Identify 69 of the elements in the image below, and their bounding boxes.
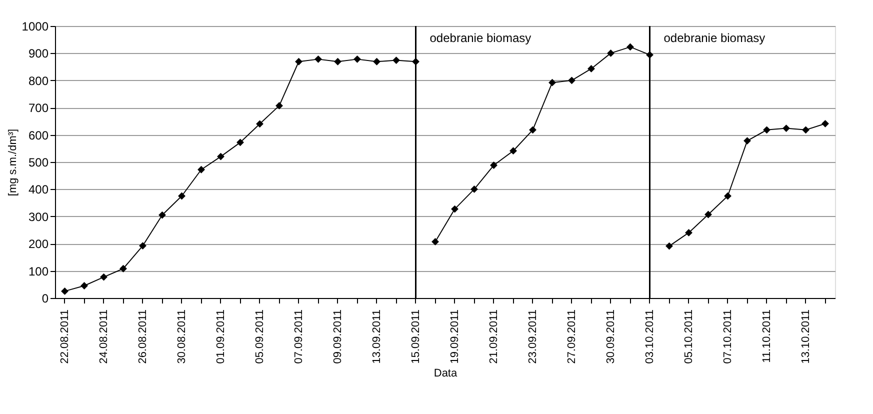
x-tick-label: 11.10.2011 [760, 310, 773, 363]
point [802, 126, 810, 134]
point [120, 264, 127, 272]
x-tick-label: 05.09.2011 [254, 310, 266, 364]
point [276, 102, 283, 110]
ref-line-label: odebranie biomasy [664, 31, 766, 45]
ref-line-label: odebranie biomasy [430, 31, 532, 45]
y-tick-label: 700 [28, 101, 49, 116]
y-tick-label: 800 [28, 74, 49, 88]
x-tick-label: 27.09.2011 [566, 310, 578, 364]
x-tick-label: 09.09.2011 [332, 310, 344, 364]
x-axis-title: Data [434, 368, 458, 380]
point [763, 126, 770, 134]
x-tick-label: 13.10.2011 [800, 310, 812, 364]
point [510, 147, 517, 155]
point [100, 273, 108, 281]
point [295, 58, 302, 66]
y-axis-title: [mg s.m./dm³] [6, 128, 19, 196]
x-tick-label: 15.09.2011 [410, 310, 422, 364]
point [432, 238, 439, 246]
point [626, 43, 634, 51]
point [490, 162, 498, 169]
point [198, 166, 205, 174]
y-tick-label: 0 [42, 292, 49, 306]
x-tick-label: 01.09.2011 [214, 310, 227, 364]
x-tick-label: 30.09.2011 [604, 310, 617, 364]
point [568, 76, 576, 84]
point [80, 282, 88, 290]
point [529, 126, 536, 134]
y-tick-label: 200 [28, 237, 49, 252]
point [61, 287, 68, 295]
x-tick-label: 13.09.2011 [370, 310, 383, 364]
point [548, 78, 556, 86]
y-tick-label: 500 [28, 156, 49, 170]
point [354, 55, 361, 63]
point [139, 242, 146, 250]
x-tick-label: 21.09.2011 [488, 310, 500, 364]
y-tick-label: 100 [28, 264, 49, 278]
x-tick-label: 26.08.2011 [136, 310, 149, 364]
point [607, 49, 614, 57]
x-tick-label: 23.09.2011 [526, 310, 539, 364]
y-tick-label: 400 [28, 182, 49, 197]
x-tick-label: 19.09.2011 [448, 310, 461, 364]
y-tick-label: 600 [28, 128, 49, 142]
x-tick-label: 07.10.2011 [722, 310, 734, 364]
y-tick-label: 900 [28, 46, 49, 61]
point [217, 152, 224, 160]
point [236, 138, 244, 146]
point [451, 205, 458, 213]
x-tick-label: 24.08.2011 [98, 310, 110, 364]
x-tick-label: 07.09.2011 [292, 310, 305, 364]
x-tick-label: 03.10.2011 [644, 310, 656, 364]
point [470, 185, 478, 193]
point [314, 55, 322, 63]
point [685, 229, 692, 236]
x-tick-label: 22.08.2011 [58, 310, 71, 364]
x-tick-label: 30.08.2011 [176, 310, 188, 364]
point [392, 56, 400, 64]
point [256, 120, 264, 128]
point [666, 242, 673, 250]
y-tick-label: 1000 [22, 20, 49, 34]
y-tick-label: 300 [28, 210, 49, 224]
point [822, 120, 829, 128]
point [334, 58, 342, 66]
point [744, 137, 751, 144]
x-tick-label: 05.10.2011 [682, 310, 695, 364]
point [782, 124, 790, 132]
point [373, 58, 380, 66]
point [588, 64, 595, 72]
